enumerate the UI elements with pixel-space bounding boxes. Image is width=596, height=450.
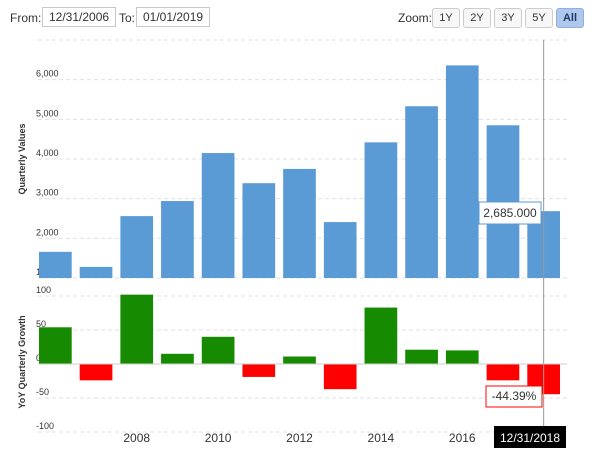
from-date-input[interactable]: 12/31/2006 [42, 7, 116, 27]
growth-bar-positive [201, 336, 235, 364]
x-tick-label: 2010 [205, 431, 232, 445]
bottom-y-axis-title: YoY Quarterly Growth [17, 315, 27, 408]
quarterly-value-bar [405, 106, 438, 278]
growth-tooltip-text: -44.39% [492, 389, 537, 403]
quarterly-value-bar [79, 266, 113, 278]
top-y-tick-label: 3,000 [36, 188, 59, 198]
zoom-5y-button[interactable]: 5Y [525, 8, 553, 28]
quarterly-value-bar [283, 168, 316, 278]
x-highlight-badge [494, 426, 566, 448]
bottom-y-tick-label: 50 [36, 319, 46, 329]
x-tick-label: 2012 [286, 431, 313, 445]
zoom-1y-button[interactable]: 1Y [432, 8, 460, 28]
quarterly-value-bar [161, 201, 194, 278]
quarterly-value-bar [323, 222, 357, 278]
growth-bar-negative [79, 364, 113, 381]
growth-bar-positive [161, 353, 194, 364]
from-label: From: [10, 11, 42, 25]
top-y-tick-label: 4,000 [36, 148, 59, 158]
growth-bar-negative [323, 364, 357, 390]
bottom-y-tick-label: 0 [36, 353, 41, 363]
zoom-3y-button[interactable]: 3Y [494, 8, 522, 28]
quarterly-value-bar [201, 153, 235, 278]
to-label: To: [119, 11, 136, 25]
bottom-y-tick-label: 100 [36, 285, 51, 295]
growth-bar-positive [283, 356, 316, 364]
zoom-2y-button[interactable]: 2Y [463, 8, 491, 28]
top-y-axis-title: Quarterly Values [17, 123, 27, 194]
growth-bar-positive [445, 350, 479, 364]
top-y-tick-label: 2,000 [36, 227, 59, 237]
x-highlight-label: 12/31/2018 [500, 431, 560, 445]
growth-bar-negative [486, 364, 520, 381]
x-tick-label: 2014 [368, 431, 395, 445]
quarterly-value-bar [242, 183, 276, 278]
x-tick-label: 2008 [123, 431, 150, 445]
quarterly-value-bar [120, 216, 154, 278]
growth-bar-negative [242, 364, 276, 377]
value-tooltip-box [478, 201, 542, 225]
zoom-label: Zoom: [398, 11, 433, 25]
growth-bar-positive [39, 327, 72, 364]
to-date-input[interactable]: 01/01/2019 [136, 7, 210, 27]
top-y-tick-label: 5,000 [36, 108, 59, 118]
top-y-tick-label: 6,000 [36, 69, 59, 79]
growth-bar-positive [364, 307, 398, 364]
zoom-all-button[interactable]: All [556, 8, 584, 28]
quarterly-value-bar [39, 251, 72, 278]
x-tick-label: 2016 [449, 431, 476, 445]
growth-tooltip-box [485, 385, 543, 408]
growth-bar-positive [120, 294, 154, 364]
date-range-toolbar: From: 12/31/2006 To: 01/01/2019 Zoom: 1Y… [0, 0, 596, 34]
bottom-y-tick-label: -100 [36, 421, 54, 431]
quarterly-value-bar [445, 65, 479, 279]
value-tooltip-text: 2,685.000 [483, 206, 537, 220]
quarterly-value-bar [364, 142, 398, 278]
bottom-y-tick-label: -50 [36, 387, 49, 397]
growth-bar-positive [405, 349, 438, 364]
